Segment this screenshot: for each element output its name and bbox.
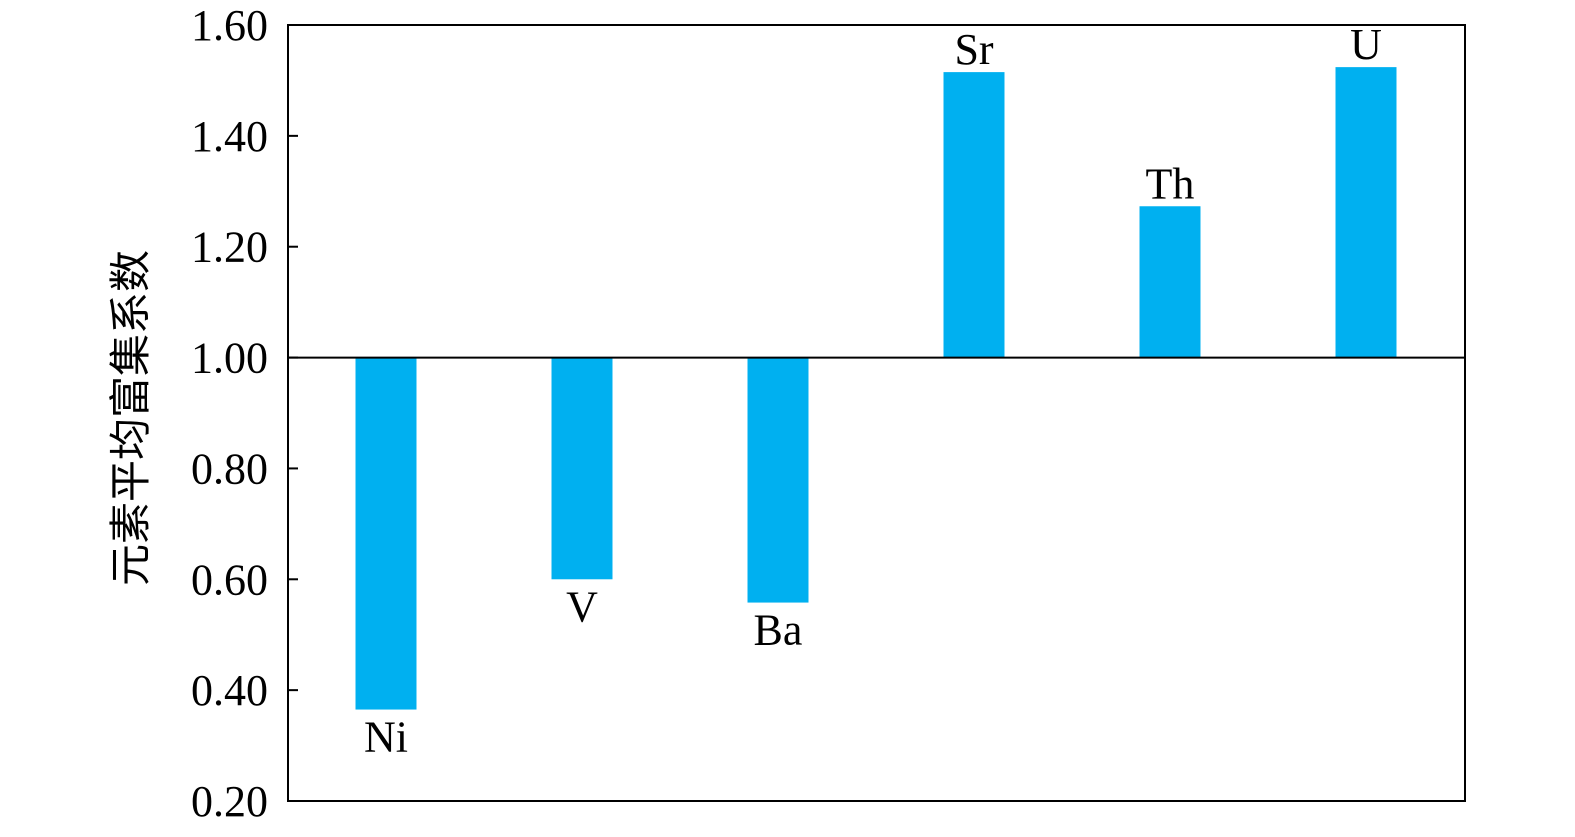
y-tick-label: 1.20 — [191, 223, 268, 272]
y-tick-label: 0.60 — [191, 555, 268, 604]
y-axis-title: 元素平均富集系数 — [106, 250, 155, 586]
bar-u — [1335, 67, 1397, 358]
y-tick-label: 1.40 — [191, 112, 268, 161]
bar-label-ni: Ni — [364, 713, 408, 762]
bar-label-ba: Ba — [754, 606, 803, 655]
y-tick-label: 0.40 — [191, 666, 268, 715]
plot-border — [287, 24, 1466, 802]
bar-ba — [747, 357, 809, 603]
bar-label-sr: Sr — [954, 25, 993, 74]
y-tick-label: 0.20 — [191, 777, 268, 826]
bar-label-th: Th — [1146, 159, 1195, 208]
y-tick-label: 1.00 — [191, 334, 268, 383]
bar-label-v: V — [566, 582, 598, 631]
bar-label-u: U — [1350, 20, 1382, 69]
bar-labels: Ni V Ba Sr Th U — [364, 20, 1382, 761]
plot-frame — [287, 24, 1466, 802]
y-tick-label: 0.80 — [191, 444, 268, 493]
bar-th — [1139, 206, 1201, 358]
bar-sr — [943, 72, 1005, 358]
y-tick-label: 1.60 — [191, 1, 268, 50]
bar-ni — [355, 357, 417, 710]
y-axis-ticks: 1.60 1.40 1.20 1.00 0.80 0.60 0.40 0.20 — [191, 1, 298, 826]
bar-v — [551, 357, 613, 580]
bars-layer — [355, 67, 1397, 710]
